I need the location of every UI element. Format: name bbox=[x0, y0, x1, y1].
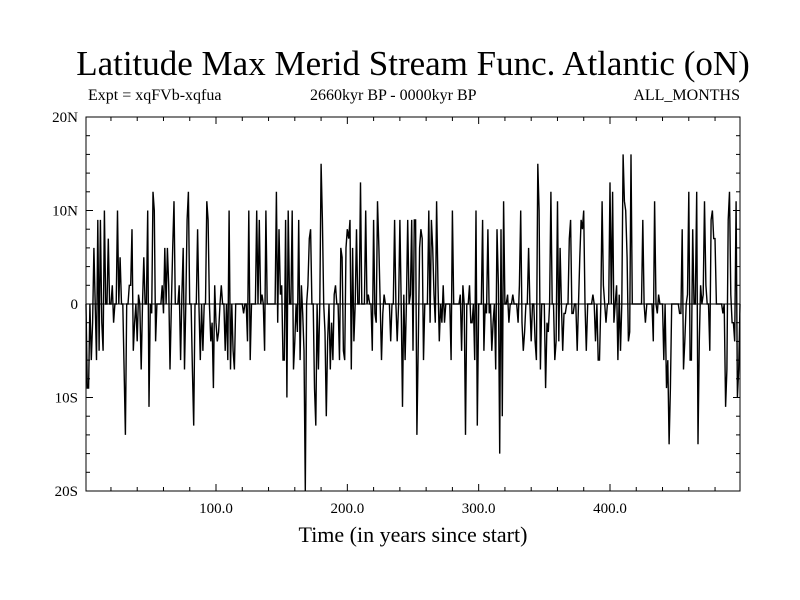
x-tick-label: 300.0 bbox=[462, 501, 496, 517]
x-axis-label: Time (in years since start) bbox=[298, 522, 528, 547]
x-tick-label: 400.0 bbox=[593, 501, 627, 517]
y-tick-label: 20S bbox=[55, 484, 78, 500]
y-tick-label: 20N bbox=[52, 110, 78, 126]
x-tick-label: 200.0 bbox=[330, 501, 364, 517]
experiment-label: Expt = xqFVb-xqfua bbox=[88, 87, 222, 104]
series-line bbox=[85, 154, 741, 492]
chart-title: Latitude Max Merid Stream Func. Atlantic… bbox=[76, 44, 750, 83]
y-tick-label: 10S bbox=[55, 391, 78, 407]
x-tick-label: 100.0 bbox=[199, 501, 233, 517]
y-tick-label: 10N bbox=[52, 204, 78, 220]
months-label: ALL_MONTHS bbox=[633, 87, 740, 104]
y-tick-label: 0 bbox=[71, 297, 79, 313]
period-label: 2660kyr BP - 0000kyr BP bbox=[310, 87, 477, 104]
